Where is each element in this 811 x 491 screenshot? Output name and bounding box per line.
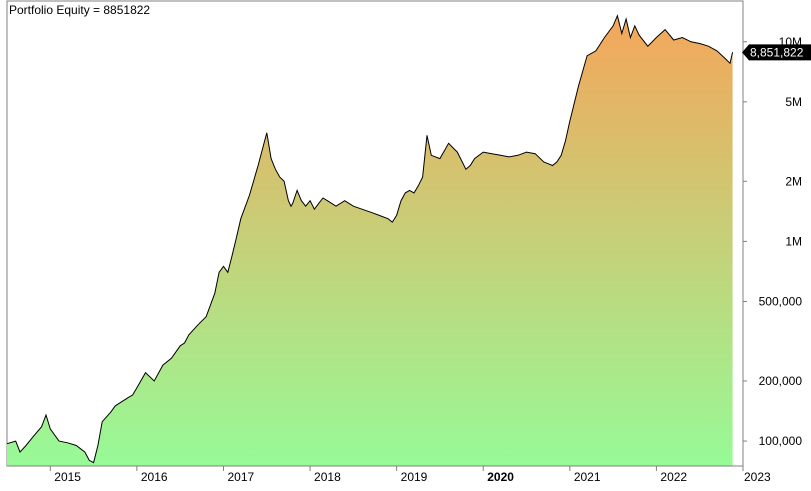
y-tick-label: 1M <box>785 234 802 248</box>
x-tick-label: 2021 <box>574 470 601 484</box>
last-value-label: 8,851,822 <box>750 45 804 59</box>
chart-title: Portfolio Equity = 8851822 <box>9 3 150 17</box>
equity-area <box>7 15 733 466</box>
x-tick-label: 2016 <box>141 470 168 484</box>
x-tick-label: 2022 <box>660 470 687 484</box>
y-tick-label: 200,000 <box>759 374 803 388</box>
y-tick-label: 2M <box>785 174 802 188</box>
x-tick-label: 2023 <box>744 470 771 484</box>
x-tick-label: 2019 <box>401 470 428 484</box>
x-tick-label: 2017 <box>227 470 254 484</box>
x-axis-ticks: 2015 2016 2017 2018 2019 2020 2021 2022 2023 <box>49 466 771 484</box>
x-tick-label: 2020 <box>487 470 514 484</box>
x-tick-label: 2015 <box>54 470 81 484</box>
x-tick-label: 2018 <box>314 470 341 484</box>
last-value-badge: 8,851,822 <box>742 44 811 61</box>
y-tick-label: 5M <box>785 95 802 109</box>
y-tick-label: 100,000 <box>759 434 803 448</box>
equity-line <box>6 14 734 464</box>
last-value-badge-shape <box>742 44 811 61</box>
y-tick-label: 500,000 <box>759 295 803 309</box>
